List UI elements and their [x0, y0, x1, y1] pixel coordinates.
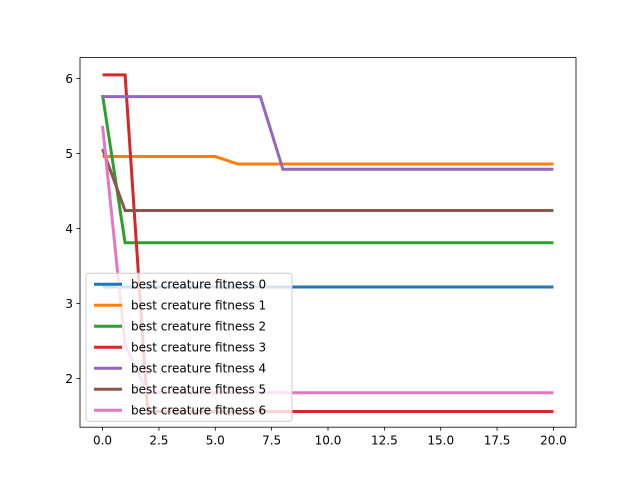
y-tick-label: 4: [65, 222, 73, 236]
legend-label-3: best creature fitness 3: [131, 341, 266, 355]
legend-frame: [85, 272, 293, 422]
x-tick-label: 2.5: [149, 434, 168, 448]
legend-label-6: best creature fitness 6: [131, 404, 266, 418]
legend-label-0: best creature fitness 0: [131, 278, 266, 292]
y-tick-label: 3: [65, 297, 73, 311]
series-line-1: [102, 155, 554, 166]
legend-label-1: best creature fitness 1: [131, 299, 266, 313]
legend-label-4: best creature fitness 4: [131, 362, 266, 376]
legend-label-5: best creature fitness 5: [131, 383, 266, 397]
legend-label-2: best creature fitness 2: [131, 320, 266, 334]
series-line-5: [101, 148, 554, 213]
x-tick-label: 17.5: [484, 434, 511, 448]
x-tick-label: 10.0: [315, 434, 342, 448]
x-tick-label: 5.0: [206, 434, 225, 448]
x-tick-label: 12.5: [371, 434, 398, 448]
series-line-4: [102, 95, 554, 171]
x-tick-label: 0.0: [93, 434, 112, 448]
y-tick-label: 6: [65, 72, 73, 86]
plot-area: 0.0 2.5 5.0 7.5 10.0 12.5 15.0 17.5 20.0 2 3 4 5 6: [65, 57, 577, 448]
x-tick-label: 7.5: [262, 434, 281, 448]
y-tick-label: 2: [65, 372, 73, 386]
x-tick-label: 20.0: [540, 434, 567, 448]
series-line-2: [101, 94, 554, 245]
y-tick-label: 5: [65, 147, 73, 161]
x-tick-label: 15.0: [427, 434, 454, 448]
y-axis: 2 3 4 5 6: [65, 72, 80, 386]
legend: best creature fitness 0 best creature fit…: [85, 272, 293, 422]
x-axis: 0.0 2.5 5.0 7.5 10.0 12.5 15.0 17.5 20.0: [93, 427, 567, 448]
